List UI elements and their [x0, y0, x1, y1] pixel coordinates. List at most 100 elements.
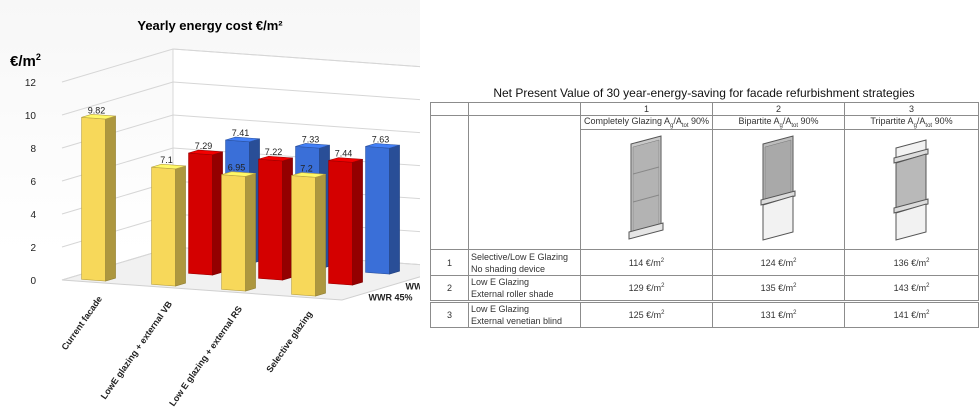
column-label: Bipartite Ag/Atot 90% — [712, 115, 845, 130]
y-tick-label: 2 — [30, 243, 36, 254]
bipartite-facade-illustration — [712, 129, 845, 250]
chart-panel: 0 2 4 6 8 10 12 7.41 7.33 7.63 7.29 7.22 7.44 9.82 7.… — [0, 0, 420, 420]
table-title: Net Present Value of 30 year-energy-savi… — [493, 86, 915, 100]
column-number: 3 — [844, 102, 979, 116]
npv-value: 125 €/m2 — [580, 300, 713, 328]
bar — [365, 143, 400, 275]
series-labels: WWR 45%WWR 65%WWR 90% — [369, 282, 421, 303]
bar-front-face — [328, 160, 353, 286]
y-tick-label: 10 — [25, 111, 37, 122]
bar — [221, 171, 256, 292]
table-row: 3 Low E Glazing External venetian blind 1… — [430, 300, 979, 328]
npv-table: 1 2 3 Completely Glazing Ag/Atot 90% Bip… — [430, 102, 979, 328]
table-row: 1 Selective/Low E Glazing No shading devi… — [430, 249, 979, 276]
data-label: 7.22 — [265, 147, 283, 157]
bar-side-face — [282, 157, 293, 281]
y-tick-label: 4 — [30, 210, 36, 221]
bar-side-face — [105, 115, 116, 282]
row-number: 2 — [430, 275, 469, 302]
bar-top-face — [258, 155, 293, 162]
bar-front-face — [221, 174, 246, 292]
bar-top-face — [291, 172, 326, 178]
y-tick-labels: 0 2 4 6 8 10 12 — [25, 78, 37, 287]
column-label: Tripartite Ag/Atot 90% — [844, 115, 979, 130]
empty-cell — [430, 102, 469, 116]
data-label: 7.41 — [232, 128, 250, 138]
empty-cell — [430, 115, 469, 250]
table-header-label-row: Completely Glazing Ag/Atot 90% Bipartite… — [430, 115, 979, 250]
chart-bars — [81, 114, 400, 297]
row-number: 3 — [430, 300, 469, 328]
x-category-label: Selective glazing — [264, 309, 314, 374]
bar-top-face — [188, 149, 223, 156]
data-label: 7.29 — [195, 141, 213, 151]
x-category-label: Current facade — [60, 294, 105, 352]
empty-cell — [468, 102, 581, 116]
bar-side-face — [245, 173, 256, 292]
x-category-label: LowE glazing + external VB — [99, 299, 175, 401]
row-strategy: Low E Glazing External roller shade — [468, 275, 581, 302]
table-header-number-row: 1 2 3 — [430, 102, 979, 116]
data-label: 9.82 — [88, 105, 106, 115]
bar — [328, 157, 363, 286]
npv-value: 114 €/m2 — [580, 249, 713, 276]
data-label: 7.1 — [160, 155, 173, 165]
bar-top-face — [295, 143, 330, 149]
data-label: 7.63 — [372, 134, 390, 144]
y-tick-label: 8 — [30, 144, 36, 155]
y-tick-label: 12 — [25, 78, 37, 89]
series-label: WWR 65% — [406, 282, 421, 292]
chart-title: Yearly energy cost €/m² — [137, 18, 283, 33]
table-row: 2 Low E Glazing External roller shade 129… — [430, 275, 979, 302]
bar-top-face — [328, 157, 363, 163]
row-strategy: Low E Glazing External venetian blind — [468, 300, 581, 328]
bar-top-face — [151, 163, 186, 170]
npv-value: 124 €/m2 — [712, 249, 845, 276]
bar-side-face — [315, 173, 326, 297]
data-labels: 7.41 7.33 7.63 7.29 7.22 7.44 9.82 7.1 6.95 7.2 — [88, 105, 390, 173]
bar-front-face — [365, 146, 390, 275]
row-strategy: Selective/Low E Glazing No shading device — [468, 249, 581, 276]
npv-table-panel: Net Present Value of 30 year-energy-savi… — [430, 86, 979, 336]
series-label: WWR 45% — [369, 293, 413, 303]
npv-value: 129 €/m2 — [580, 275, 713, 302]
bar-front-face — [81, 116, 106, 282]
data-label: 6.95 — [228, 163, 246, 173]
y-tick-label: 0 — [30, 276, 36, 287]
bar-top-face — [81, 114, 116, 120]
bar-side-face — [212, 151, 223, 276]
bar — [258, 155, 293, 281]
completely-glazed-facade-illustration — [580, 129, 713, 250]
bar-front-face — [151, 166, 176, 287]
column-label: Completely Glazing Ag/Atot 90% — [580, 115, 713, 130]
bar-front-face — [258, 158, 283, 281]
x-category-label: Low E glazing + external RS — [167, 304, 244, 408]
bar-top-face — [365, 143, 400, 149]
gridline — [61, 81, 420, 116]
data-label: 7.33 — [302, 134, 320, 144]
bar-side-face — [352, 158, 363, 286]
y-axis-unit: €/m2 — [10, 52, 41, 70]
bar — [291, 172, 326, 297]
bar-top-face — [221, 171, 256, 177]
y-tick-label: 6 — [30, 177, 36, 188]
npv-value: 135 €/m2 — [712, 275, 845, 302]
bar-front-face — [291, 175, 316, 297]
empty-cell — [468, 115, 581, 250]
bar-top-face — [225, 136, 260, 143]
row-number: 1 — [430, 249, 469, 276]
bar-side-face — [389, 144, 400, 275]
npv-value: 136 €/m2 — [844, 249, 979, 276]
bar — [81, 114, 116, 282]
gridline — [61, 48, 420, 83]
data-label: 7.44 — [335, 149, 353, 159]
bar-front-face — [188, 152, 213, 276]
column-number: 2 — [712, 102, 845, 116]
npv-value: 131 €/m2 — [712, 300, 845, 328]
tripartite-facade-illustration — [844, 129, 979, 250]
npv-value: 141 €/m2 — [844, 300, 979, 328]
bar-side-face — [175, 165, 186, 287]
data-label: 7.2 — [300, 164, 313, 174]
